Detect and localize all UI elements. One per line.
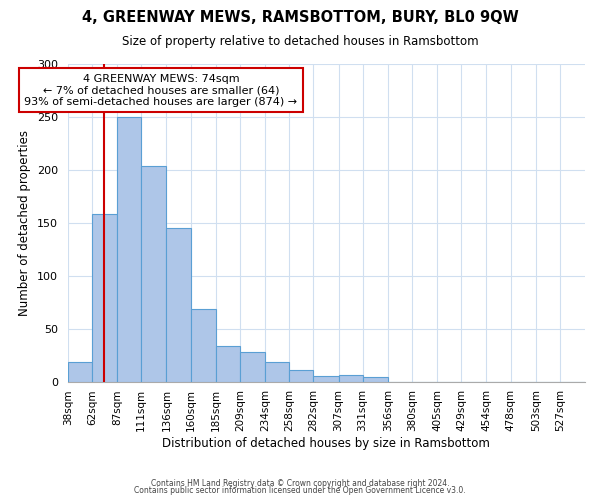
Text: 4 GREENWAY MEWS: 74sqm
← 7% of detached houses are smaller (64)
93% of semi-deta: 4 GREENWAY MEWS: 74sqm ← 7% of detached … <box>25 74 298 106</box>
Y-axis label: Number of detached properties: Number of detached properties <box>19 130 31 316</box>
Text: Contains public sector information licensed under the Open Government Licence v3: Contains public sector information licen… <box>134 486 466 495</box>
Text: Contains HM Land Registry data © Crown copyright and database right 2024.: Contains HM Land Registry data © Crown c… <box>151 478 449 488</box>
Bar <box>68 362 92 382</box>
Bar <box>362 378 388 382</box>
Text: 4, GREENWAY MEWS, RAMSBOTTOM, BURY, BL0 9QW: 4, GREENWAY MEWS, RAMSBOTTOM, BURY, BL0 … <box>82 10 518 25</box>
Bar <box>216 346 240 382</box>
Bar <box>142 166 166 382</box>
Bar <box>240 352 265 382</box>
Text: Size of property relative to detached houses in Ramsbottom: Size of property relative to detached ho… <box>122 35 478 48</box>
Bar <box>289 370 313 382</box>
Bar <box>92 214 117 382</box>
Bar <box>265 362 289 382</box>
Bar <box>313 376 338 382</box>
Bar <box>338 376 362 382</box>
Bar <box>117 117 142 382</box>
X-axis label: Distribution of detached houses by size in Ramsbottom: Distribution of detached houses by size … <box>163 437 490 450</box>
Bar <box>191 308 216 382</box>
Bar <box>166 228 191 382</box>
